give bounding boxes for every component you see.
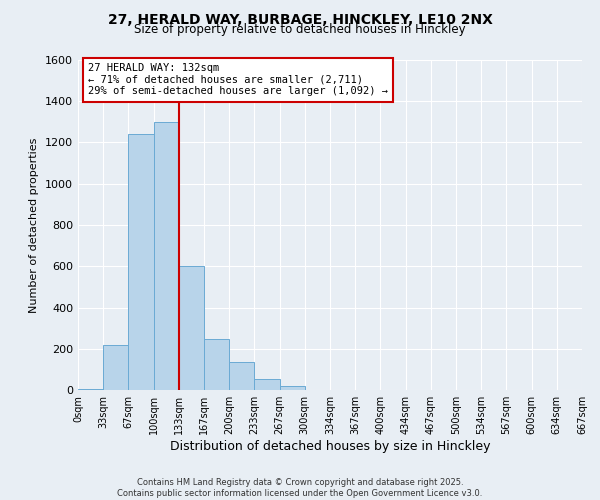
Text: 27 HERALD WAY: 132sqm
← 71% of detached houses are smaller (2,711)
29% of semi-d: 27 HERALD WAY: 132sqm ← 71% of detached …: [88, 64, 388, 96]
Bar: [128, 134, 154, 390]
Bar: [78, 389, 103, 390]
Bar: [280, 386, 305, 390]
Bar: [103, 344, 128, 390]
X-axis label: Distribution of detached houses by size in Hinckley: Distribution of detached houses by size …: [170, 440, 490, 453]
Y-axis label: Number of detached properties: Number of detached properties: [29, 138, 40, 312]
Text: Size of property relative to detached houses in Hinckley: Size of property relative to detached ho…: [134, 22, 466, 36]
Bar: [229, 362, 254, 390]
Bar: [254, 378, 280, 390]
Bar: [154, 122, 179, 390]
Text: Contains HM Land Registry data © Crown copyright and database right 2025.
Contai: Contains HM Land Registry data © Crown c…: [118, 478, 482, 498]
Text: 27, HERALD WAY, BURBAGE, HINCKLEY, LE10 2NX: 27, HERALD WAY, BURBAGE, HINCKLEY, LE10 …: [107, 12, 493, 26]
Bar: [179, 266, 204, 390]
Bar: [204, 340, 229, 390]
